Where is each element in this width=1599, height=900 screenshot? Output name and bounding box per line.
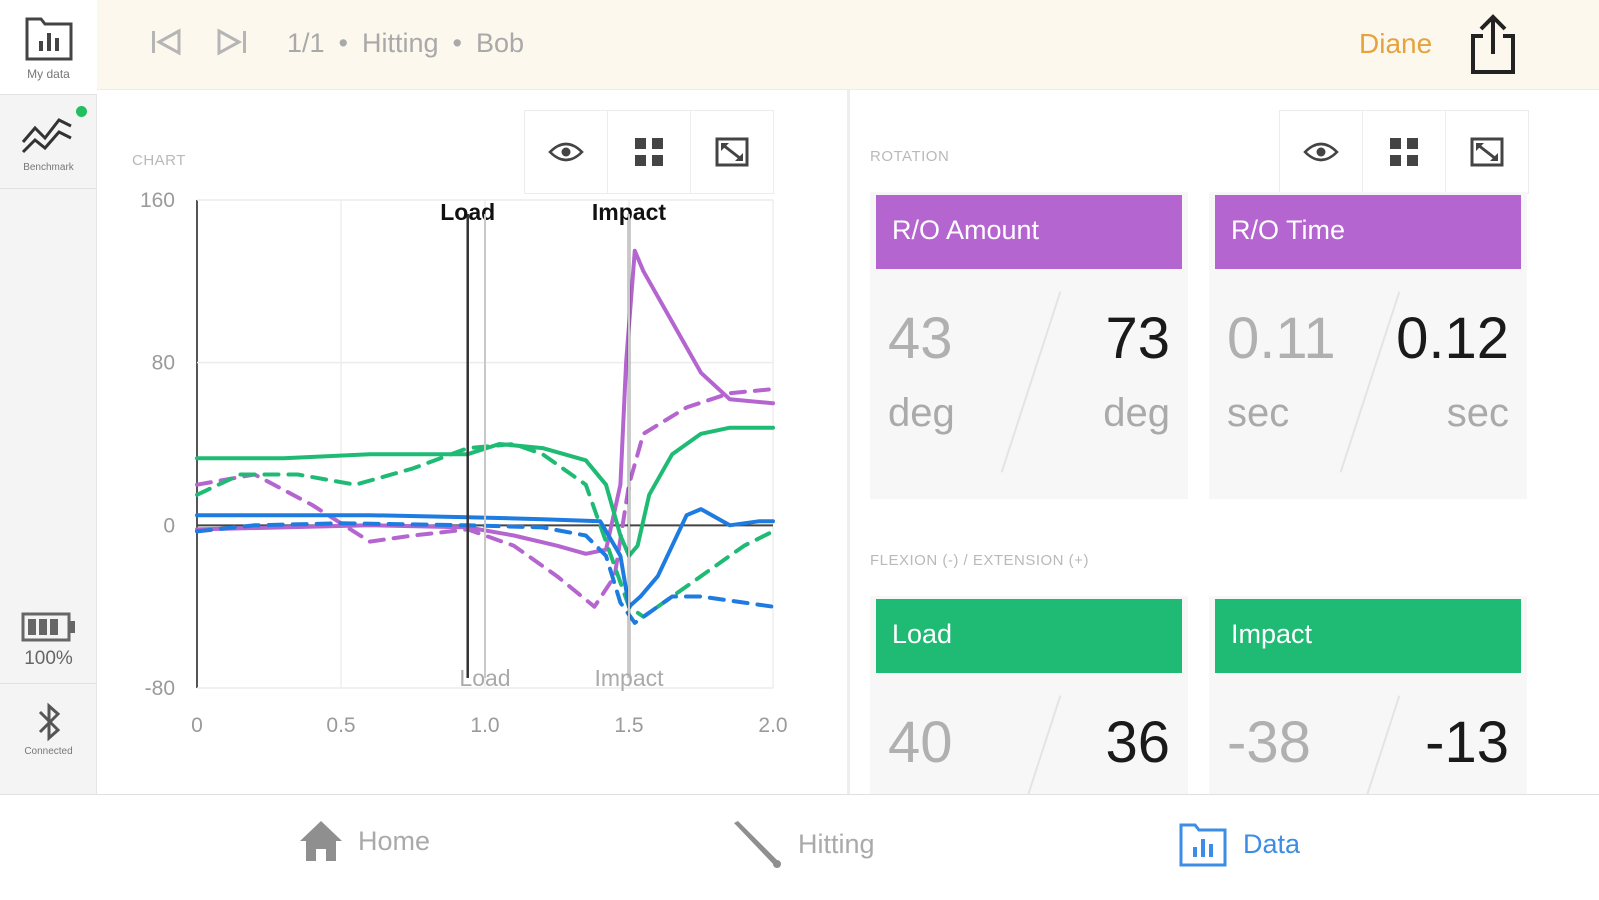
- grid-icon: [635, 138, 663, 166]
- tab-hitting[interactable]: Hitting: [730, 819, 875, 869]
- rail-my-data-label: My data: [27, 67, 70, 81]
- rotation-label: ROTATION: [870, 148, 950, 165]
- series-line-green-dashed: [195, 442, 775, 619]
- marker-sub-label: Load: [459, 665, 510, 691]
- x-tick-label: 2.0: [758, 714, 787, 737]
- metrics-toolbar: [1279, 110, 1529, 194]
- x-tick-label: 0: [191, 714, 203, 737]
- series-line-blue-dashed: [195, 521, 775, 625]
- load-card[interactable]: Load 40 36: [870, 596, 1188, 794]
- right-value: 73: [1105, 306, 1170, 371]
- expand-icon: [715, 137, 749, 167]
- rail-my-data[interactable]: My data: [0, 0, 97, 94]
- share-icon[interactable]: [1467, 14, 1519, 76]
- bluetooth-icon: [38, 702, 60, 741]
- card-title: R/O Amount: [876, 195, 1182, 269]
- impact-card[interactable]: Impact -38 -13: [1209, 596, 1527, 794]
- marker-label: Load: [440, 199, 495, 225]
- marker-sub-label: Impact: [594, 665, 664, 691]
- tab-data-label: Data: [1243, 828, 1301, 859]
- y-tick-label: 0: [163, 514, 175, 537]
- ro-amount-card[interactable]: R/O Amount 43 73 deg deg: [870, 192, 1188, 499]
- battery-icon: [21, 612, 75, 642]
- card-title: R/O Time: [1215, 195, 1521, 269]
- tab-data[interactable]: Data: [1177, 819, 1300, 869]
- home-icon: [300, 821, 342, 861]
- flexion-label: FLEXION (-) / EXTENSION (+): [870, 552, 1089, 569]
- chart-expand-button[interactable]: [690, 110, 774, 194]
- left-value: 40: [888, 710, 953, 775]
- rail-connection[interactable]: Connected: [0, 685, 97, 773]
- folder-chart-icon: [1179, 823, 1227, 867]
- x-tick-label: 0.5: [326, 714, 355, 737]
- rail-benchmark-label: Benchmark: [23, 161, 74, 173]
- benchmark-chart-icon: [21, 117, 72, 153]
- card-title: Load: [876, 599, 1182, 673]
- status-dot: [76, 106, 87, 117]
- rail-battery: 100%: [0, 598, 97, 682]
- right-value: 36: [1105, 710, 1170, 775]
- left-unit: sec: [1227, 391, 1290, 435]
- left-value: 0.11: [1227, 306, 1336, 371]
- right-value: 0.12: [1396, 306, 1509, 371]
- divider-slash: [1339, 695, 1401, 794]
- grid-icon: [1390, 138, 1418, 166]
- tab-home-label: Home: [358, 825, 431, 856]
- series-line-green-solid: [195, 425, 775, 558]
- metrics-panel: ROTATION R/O Amount 43 7: [850, 90, 1599, 794]
- right-unit: sec: [1446, 391, 1509, 435]
- metrics-visibility-button[interactable]: [1279, 110, 1363, 194]
- tab-bar: Home Hitting Data: [0, 794, 1599, 900]
- left-unit: deg: [888, 391, 955, 435]
- skip-forward-icon[interactable]: [215, 25, 249, 59]
- breadcrumb: 1/1 • Hitting • Bob: [287, 28, 525, 58]
- x-tick-label: 1.5: [614, 714, 643, 737]
- bat-icon: [734, 821, 781, 868]
- chart-panel-label: CHART: [132, 152, 186, 169]
- panel-divider: [847, 90, 850, 794]
- right-unit: deg: [1103, 391, 1170, 435]
- left-value: 43: [888, 306, 953, 371]
- battery-label: 100%: [24, 648, 73, 669]
- eye-icon: [1303, 142, 1339, 162]
- left-rail: My data Benchmark 100% Connected: [0, 0, 97, 794]
- chart-visibility-button[interactable]: [524, 110, 608, 194]
- player-name: Bob: [475, 28, 525, 58]
- metrics-expand-button[interactable]: [1445, 110, 1529, 194]
- chart-panel: CHART Load Impact Load Impact 0 0.5 1.0 1.5: [97, 90, 847, 794]
- eye-icon: [548, 142, 584, 162]
- divider-slash: [1000, 291, 1062, 473]
- skip-back-icon[interactable]: [149, 25, 183, 59]
- divider-slash: [1339, 291, 1401, 473]
- y-tick-label: -80: [145, 677, 175, 700]
- right-value: -13: [1425, 710, 1509, 775]
- metrics-grid-button[interactable]: [1362, 110, 1446, 194]
- rail-connection-label: Connected: [24, 745, 73, 757]
- y-tick-label: 160: [140, 189, 175, 212]
- card-title: Impact: [1215, 599, 1521, 673]
- rail-benchmark[interactable]: Benchmark: [0, 96, 97, 188]
- folder-chart-icon: [25, 17, 72, 61]
- top-bar: 1/1 • Hitting • Bob Diane: [97, 0, 1599, 90]
- session-counter: 1/1: [287, 28, 325, 58]
- tab-hitting-label: Hitting: [798, 828, 875, 859]
- left-value: -38: [1227, 710, 1311, 775]
- divider-slash: [1000, 695, 1062, 794]
- x-tick-label: 1.0: [470, 714, 499, 737]
- chart-grid-button[interactable]: [607, 110, 691, 194]
- ro-time-card[interactable]: R/O Time 0.11 0.12 sec sec: [1209, 192, 1527, 499]
- chart-toolbar: [524, 110, 774, 194]
- session-mode: Hitting: [362, 28, 439, 58]
- expand-icon: [1470, 137, 1504, 167]
- y-tick-label: 80: [152, 352, 175, 375]
- user-name-button[interactable]: Diane: [1359, 28, 1433, 59]
- tab-home[interactable]: Home: [298, 819, 430, 863]
